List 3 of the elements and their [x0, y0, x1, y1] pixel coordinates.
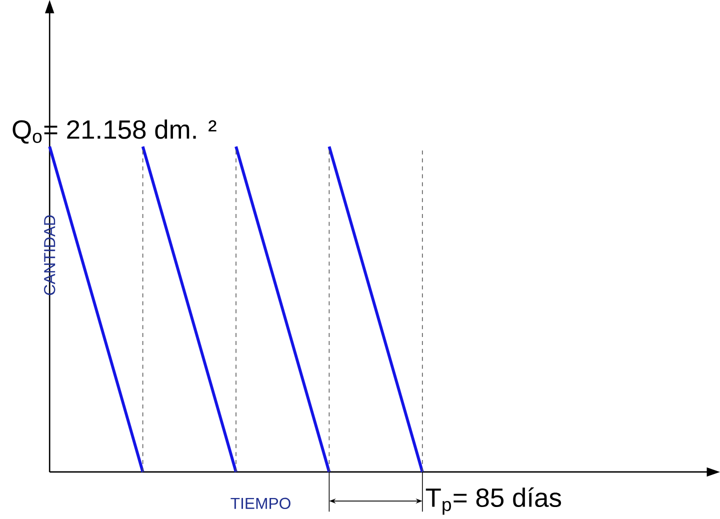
- text: T$_{p}$= 85 días: [426, 488, 562, 515]
- x-axis-title: TIEMPO: [230, 498, 290, 510]
- y-axis-title: CANTIDAD: [44, 216, 56, 296]
